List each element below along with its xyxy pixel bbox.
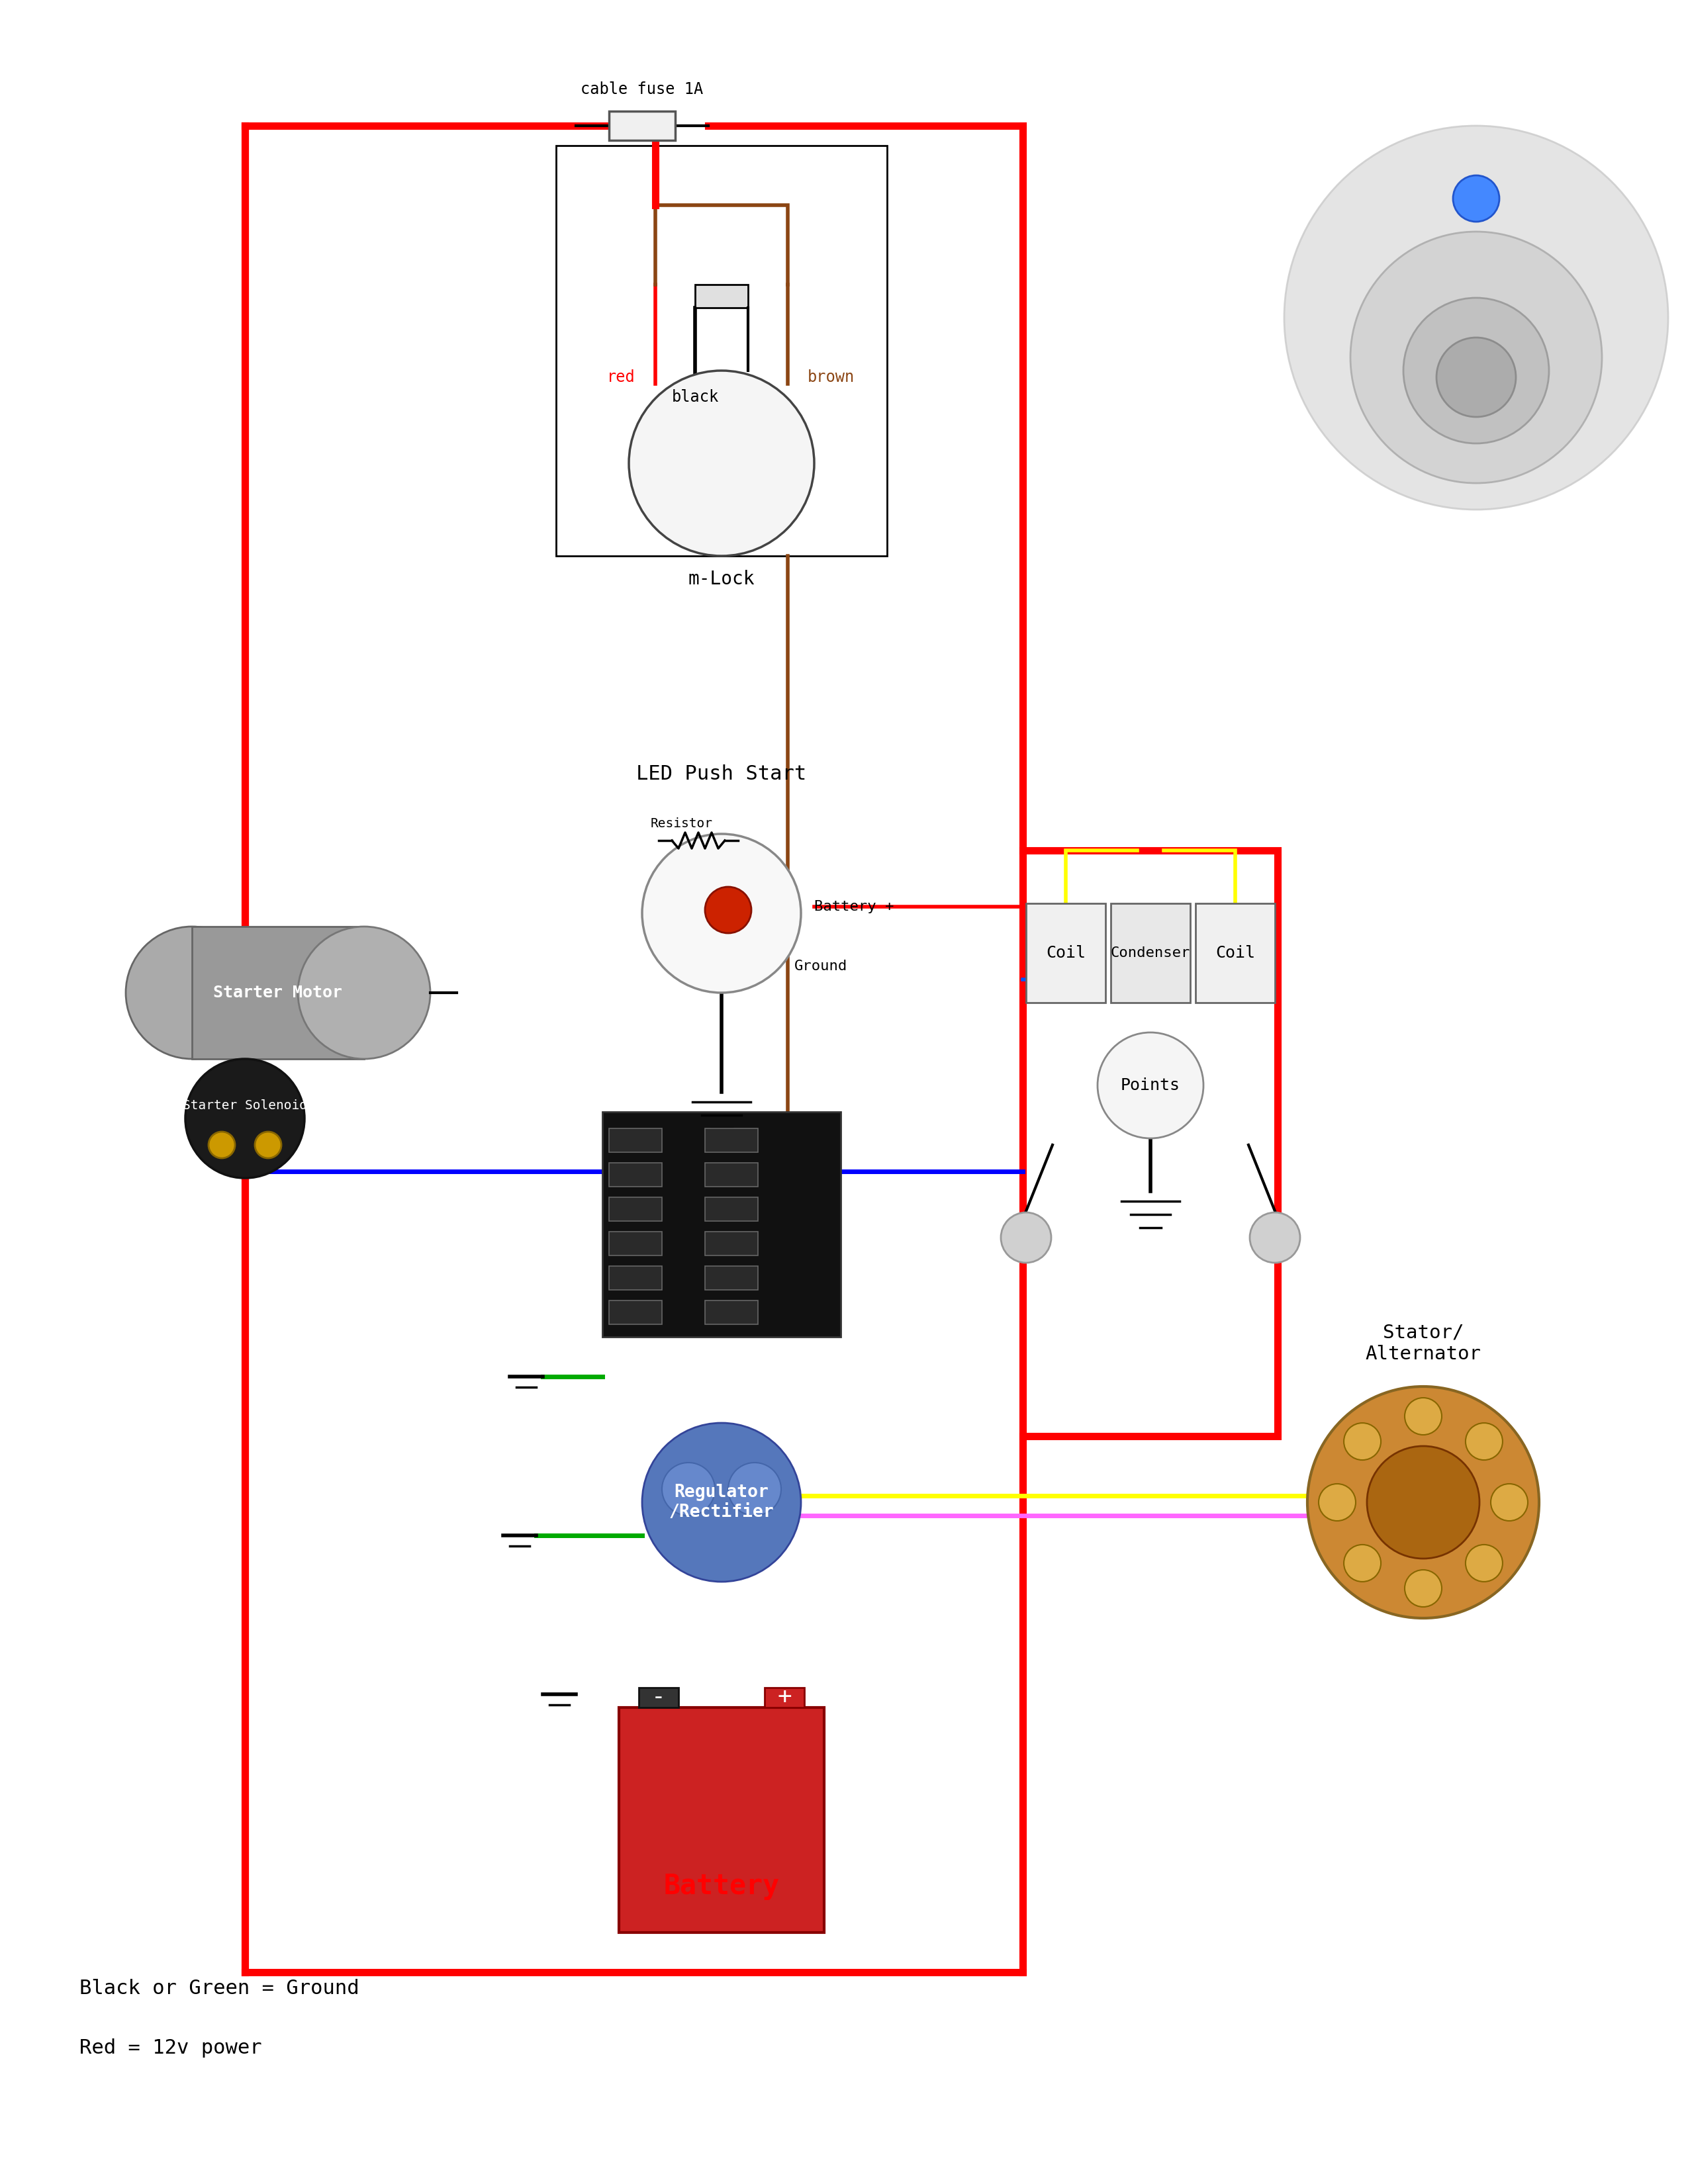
Text: m-Lock: m-Lock [689, 570, 755, 587]
Circle shape [630, 371, 814, 557]
Bar [609, 1129, 662, 1153]
Circle shape [1097, 1033, 1204, 1138]
Circle shape [1308, 1387, 1539, 1618]
Text: LED Push Start: LED Push Start [636, 764, 807, 784]
Bar [706, 1162, 758, 1186]
Circle shape [255, 1131, 282, 1158]
Text: red: red [608, 369, 635, 384]
Circle shape [127, 926, 258, 1059]
Circle shape [1350, 232, 1602, 483]
Circle shape [1404, 1398, 1442, 1435]
Circle shape [1403, 297, 1550, 443]
Text: Coil: Coil [1047, 946, 1085, 961]
Bar [609, 1267, 662, 1291]
Text: cable fuse 1A: cable fuse 1A [581, 81, 704, 98]
Bar [695, 284, 748, 308]
Bar [706, 1267, 758, 1291]
Bar [555, 146, 886, 557]
Text: Battery +: Battery + [814, 900, 895, 913]
Circle shape [1453, 175, 1499, 223]
Circle shape [1344, 1424, 1381, 1461]
Circle shape [1318, 1483, 1355, 1520]
Bar [609, 111, 675, 140]
Circle shape [728, 1463, 782, 1516]
Bar [603, 1112, 841, 1337]
Circle shape [641, 834, 802, 994]
Text: Regulator
/Rectifier: Regulator /Rectifier [668, 1483, 775, 1520]
Circle shape [1285, 127, 1668, 509]
Circle shape [1436, 339, 1516, 417]
Text: black: black [672, 389, 719, 404]
Text: Red = 12v power: Red = 12v power [79, 2038, 262, 2057]
Text: Battery: Battery [663, 1872, 780, 1900]
Text: Starter Motor: Starter Motor [213, 985, 343, 1000]
Text: +: + [776, 1686, 792, 1708]
Circle shape [186, 1059, 304, 1177]
Circle shape [1491, 1483, 1528, 1520]
Bar [638, 1688, 679, 1708]
Text: -: - [652, 1686, 665, 1708]
Circle shape [209, 1131, 235, 1158]
Text: Points: Points [1121, 1077, 1180, 1094]
Text: Condenser: Condenser [1111, 946, 1190, 959]
Bar [1195, 904, 1274, 1002]
Bar [609, 1197, 662, 1221]
Circle shape [1001, 1212, 1052, 1262]
Text: Ground: Ground [795, 959, 847, 972]
Bar [1111, 904, 1190, 1002]
Bar [765, 1688, 803, 1708]
Circle shape [706, 887, 751, 933]
Text: Resistor: Resistor [650, 817, 712, 830]
Circle shape [662, 1463, 716, 1516]
Bar [192, 926, 365, 1059]
Bar [706, 1129, 758, 1153]
Bar [706, 1299, 758, 1324]
Circle shape [1344, 1544, 1381, 1581]
Text: Starter Solenoid: Starter Solenoid [182, 1099, 307, 1112]
Text: Coil: Coil [1215, 946, 1256, 961]
Bar [609, 1162, 662, 1186]
Circle shape [1465, 1544, 1502, 1581]
Circle shape [1404, 1570, 1442, 1607]
Circle shape [1249, 1212, 1300, 1262]
Text: Black or Green = Ground: Black or Green = Ground [79, 1979, 360, 1998]
Bar [706, 1232, 758, 1256]
Circle shape [1367, 1446, 1479, 1559]
Circle shape [641, 1424, 802, 1581]
Bar [1026, 904, 1106, 1002]
Bar [609, 1299, 662, 1324]
Bar [609, 1232, 662, 1256]
Bar [619, 1708, 824, 1933]
Text: brown: brown [807, 369, 854, 384]
Text: Stator/
Alternator: Stator/ Alternator [1366, 1324, 1480, 1363]
Bar [706, 1197, 758, 1221]
Circle shape [297, 926, 430, 1059]
Circle shape [1465, 1424, 1502, 1461]
